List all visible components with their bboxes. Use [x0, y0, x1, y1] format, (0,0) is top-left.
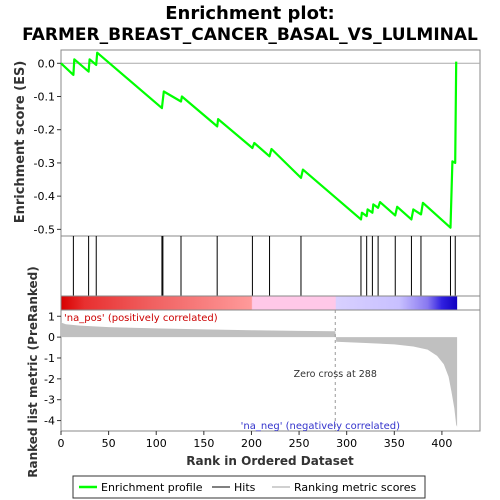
gradient-rect: [61, 296, 458, 310]
legend-enrichment-label: Enrichment profile: [101, 481, 203, 494]
metric-ylabel: Ranked list metric (PreRanked): [26, 266, 40, 478]
x-tick-label: 150: [193, 437, 214, 450]
metric-ytick-label: 0: [48, 331, 55, 344]
legend-hits-label: Hits: [234, 481, 256, 494]
x-axis-label: Rank in Ordered Dataset: [186, 454, 354, 468]
legend-frame: [72, 475, 426, 499]
x-tick-label: 350: [384, 437, 405, 450]
x-tick-label: 250: [289, 437, 310, 450]
x-tick-label: 300: [336, 437, 357, 450]
x-tick-label: 400: [431, 437, 452, 450]
positive-correlated-label: 'na_pos' (positively correlated): [64, 313, 218, 324]
es-ytick-label: -0.3: [34, 157, 55, 170]
metric-ytick-label: -1: [44, 352, 55, 365]
metric-ytick-label: -3: [44, 394, 55, 407]
ranking-metric-area: [61, 322, 458, 427]
es-yticks: 0.0 -0.1 -0.2 -0.3 -0.4 -0.5: [34, 57, 61, 236]
es-ylabel: Enrichment score (ES): [13, 61, 28, 224]
zero-cross-label: Zero cross at 288: [294, 369, 377, 380]
x-axis-ticks: 0 50 100 150 200 250 300 350 400: [58, 431, 452, 450]
es-ytick-label: -0.4: [34, 190, 55, 203]
enrichment-profile-line: [60, 51, 458, 229]
es-ytick-label: 0.0: [38, 57, 56, 70]
hit-lines: [72, 236, 456, 296]
ranking-gradient-bar: [60, 295, 481, 311]
metric-yticks: 1 0 -1 -2 -3 -4: [44, 310, 61, 428]
es-ytick-label: -0.5: [34, 223, 55, 236]
legend-metric-label: Ranking metric scores: [294, 481, 416, 494]
legend: Enrichment profile Hits Ranking metric s…: [72, 475, 426, 499]
x-tick-label: 0: [58, 437, 65, 450]
metric-ytick-label: -2: [44, 373, 55, 386]
metric-ytick-label: -4: [44, 415, 55, 428]
chart-title-line2: FARMER_BREAST_CANCER_BASAL_VS_LULMINAL: [22, 25, 478, 45]
x-tick-label: 100: [146, 437, 167, 450]
metric-panel: 1 0 -1 -2 -3 -4 'na_pos' (positively correlat…: [26, 266, 481, 478]
chart-title-line1: Enrichment plot:: [165, 3, 335, 24]
hits-panel-frame: [60, 235, 481, 297]
es-ytick-label: -0.2: [34, 124, 55, 137]
es-panel-frame: [60, 49, 481, 237]
es-panel: 0.0 -0.1 -0.2 -0.3 -0.4 -0.5 Enrichment score…: [13, 49, 481, 237]
negative-correlated-label: 'na_neg' (negatively correlated): [241, 421, 400, 432]
x-tick-label: 200: [241, 437, 262, 450]
metric-ytick-label: 1: [48, 310, 55, 323]
x-tick-label: 50: [102, 437, 116, 450]
es-ytick-label: -0.1: [34, 91, 55, 104]
hits-panel: [60, 235, 481, 297]
